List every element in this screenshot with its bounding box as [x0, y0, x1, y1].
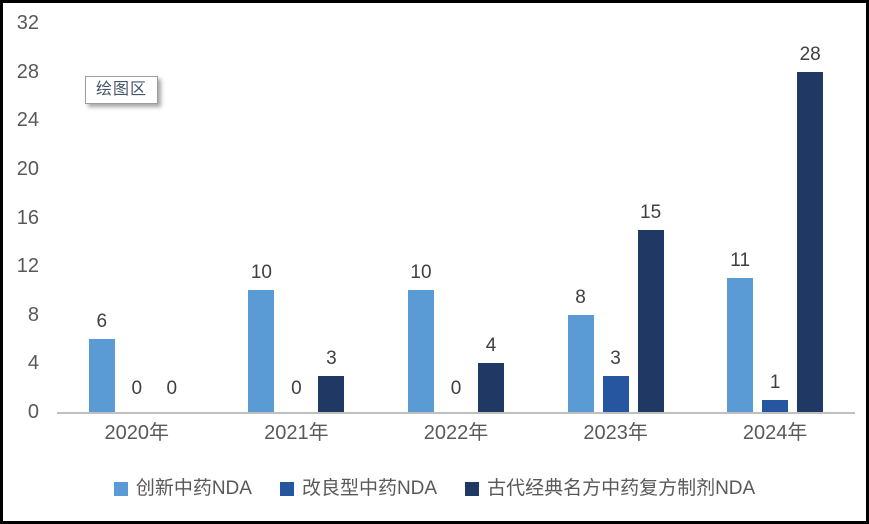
- bar-slot: 11: [727, 3, 754, 412]
- bar-series-3[interactable]: [797, 72, 824, 412]
- data-label: 1: [769, 372, 781, 393]
- data-label: 15: [640, 202, 662, 223]
- y-tick-label: 12: [16, 255, 39, 278]
- bar-slot: 3: [318, 3, 345, 412]
- bar-slot: 3: [602, 3, 629, 412]
- bar-series-1[interactable]: [407, 290, 434, 412]
- x-axis-label: 2023年: [583, 422, 648, 444]
- bar-slot: 0: [443, 3, 469, 412]
- x-axis: 2020年 2021年 2022年 2023年 2024年: [57, 420, 855, 446]
- data-label: 0: [291, 378, 302, 399]
- plot-area-tooltip: 绘图区: [85, 76, 159, 104]
- bar-slot: 10: [248, 3, 275, 412]
- bar-series-3[interactable]: [477, 363, 504, 412]
- legend-label: 古代经典名方中药复方制剂NDA: [487, 478, 756, 499]
- bar-slot: 0: [159, 3, 185, 412]
- bar-series-3[interactable]: [318, 376, 345, 412]
- y-tick-label: 4: [27, 352, 39, 375]
- data-label: 3: [610, 348, 621, 369]
- bar-group: 11 1 28: [695, 3, 855, 412]
- y-tick-label: 28: [16, 60, 39, 83]
- bar-slot: 0: [124, 3, 150, 412]
- y-tick-label: 16: [16, 206, 39, 229]
- bar-slot: 0: [283, 3, 309, 412]
- bar-group: 6 0 0: [57, 3, 217, 412]
- y-axis: 0 4 8 12 16 20 24 28 32: [3, 3, 41, 423]
- bar-group: 8 3 15: [536, 3, 696, 412]
- data-label: 11: [730, 250, 751, 271]
- legend: 创新中药NDA 改良型中药NDA 古代经典名方中药复方制剂NDA: [3, 477, 866, 501]
- data-label: 10: [410, 262, 432, 283]
- bar-slot: 1: [762, 3, 789, 412]
- bar-series-2[interactable]: [602, 376, 629, 412]
- y-tick-label: 24: [16, 109, 39, 132]
- data-label: 0: [131, 378, 143, 399]
- legend-label: 创新中药NDA: [135, 478, 252, 499]
- bar-slot: 28: [797, 3, 824, 412]
- bar-series-1[interactable]: [88, 339, 115, 412]
- legend-item-2[interactable]: 改良型中药NDA: [279, 477, 438, 501]
- bar-slot: 10: [407, 3, 434, 412]
- plot-area[interactable]: 6 0 0 10 0 3 10 0 4 8 3 15 11 1 28: [57, 3, 855, 414]
- y-tick-label: 20: [16, 157, 39, 180]
- legend-item-3[interactable]: 古代经典名方中药复方制剂NDA: [465, 477, 755, 501]
- bar-group: 10 0 4: [376, 3, 536, 412]
- y-tick-label: 0: [27, 401, 39, 423]
- legend-swatch-icon: [113, 482, 128, 496]
- legend-item-1[interactable]: 创新中药NDA: [113, 477, 252, 501]
- data-label: 4: [485, 335, 497, 356]
- x-axis-label: 2021年: [264, 422, 329, 444]
- bar-series-2[interactable]: [762, 400, 789, 412]
- data-label: 0: [166, 378, 178, 399]
- bar-slot: 6: [88, 3, 115, 412]
- bar-slot: 4: [477, 3, 504, 412]
- data-label: 6: [96, 311, 108, 332]
- data-label: 3: [326, 348, 337, 369]
- data-label: 28: [799, 44, 821, 65]
- tooltip-label: 绘图区: [96, 81, 148, 98]
- legend-swatch-icon: [279, 482, 294, 496]
- bar-slot: 8: [567, 3, 594, 412]
- data-label: 10: [250, 262, 272, 283]
- bar-slot: 15: [637, 3, 664, 412]
- y-tick-label: 8: [27, 303, 39, 326]
- y-tick-label: 32: [16, 12, 39, 34]
- data-label: 8: [575, 287, 586, 308]
- x-axis-label: 2020年: [104, 422, 170, 444]
- bar-group: 10 0 3: [217, 3, 377, 412]
- x-axis-label: 2022年: [423, 422, 489, 444]
- bar-series-1[interactable]: [567, 315, 594, 412]
- bar-series-1[interactable]: [248, 290, 275, 412]
- bar-series-3[interactable]: [637, 230, 664, 412]
- data-label: 0: [450, 378, 462, 399]
- legend-swatch-icon: [465, 482, 480, 496]
- x-axis-label: 2024年: [742, 422, 808, 444]
- bar-series-1[interactable]: [727, 278, 754, 412]
- legend-label: 改良型中药NDA: [301, 478, 438, 499]
